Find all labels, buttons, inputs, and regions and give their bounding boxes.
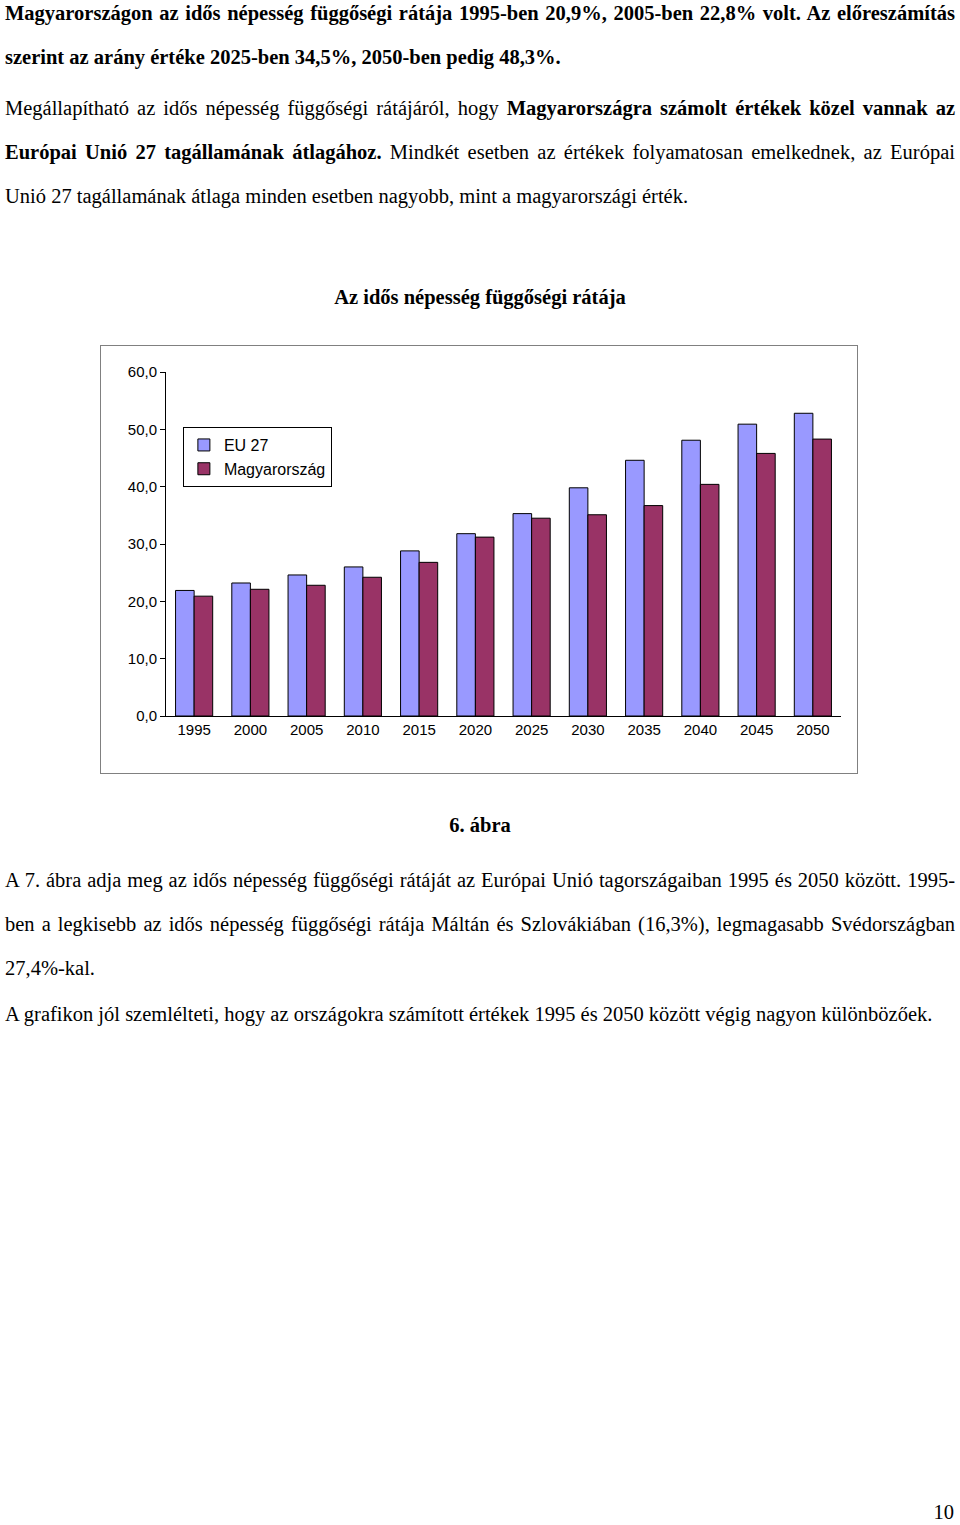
html-text:10: 10 [933,1501,954,1523]
svg-text:1995: 1995 [177,721,210,738]
svg-text:2050: 2050 [796,721,829,738]
html-text:Magyarországon az idős népessé: Magyarországon az idős népesség függőség… [5,2,955,68]
svg-text:2020: 2020 [459,721,492,738]
svg-text:30,0: 30,0 [128,535,157,552]
svg-text:60,0: 60,0 [128,363,157,380]
svg-text:Magyarország: Magyarország [224,461,325,478]
svg-text:40,0: 40,0 [128,478,157,495]
html-text:Az idős népesség függőségi rát: Az idős népesség függőségi rátája [334,286,626,308]
svg-text:50,0: 50,0 [128,421,157,438]
svg-text:10,0: 10,0 [128,650,157,667]
svg-text:2030: 2030 [571,721,604,738]
svg-text:EU 27: EU 27 [224,437,269,454]
html-text:A grafikon jól szemlélteti, ho: A grafikon jól szemlélteti, hogy az orsz… [5,1003,933,1025]
html-text:Megállapítható az idős népessé: Megállapítható az idős népesség függőség… [5,97,955,207]
html-text:A 7. ábra adja meg az idős nép: A 7. ábra adja meg az idős népesség függ… [5,869,955,979]
svg-text:2010: 2010 [346,721,379,738]
svg-text:2025: 2025 [515,721,548,738]
svg-text:2035: 2035 [627,721,660,738]
svg-text:2040: 2040 [684,721,717,738]
svg-text:2000: 2000 [234,721,267,738]
svg-text:2005: 2005 [290,721,323,738]
svg-text:0,0: 0,0 [136,707,157,724]
html-text:6. ábra: 6. ábra [449,814,511,836]
svg-text:2015: 2015 [402,721,435,738]
svg-text:20,0: 20,0 [128,593,157,610]
svg-text:2045: 2045 [740,721,773,738]
